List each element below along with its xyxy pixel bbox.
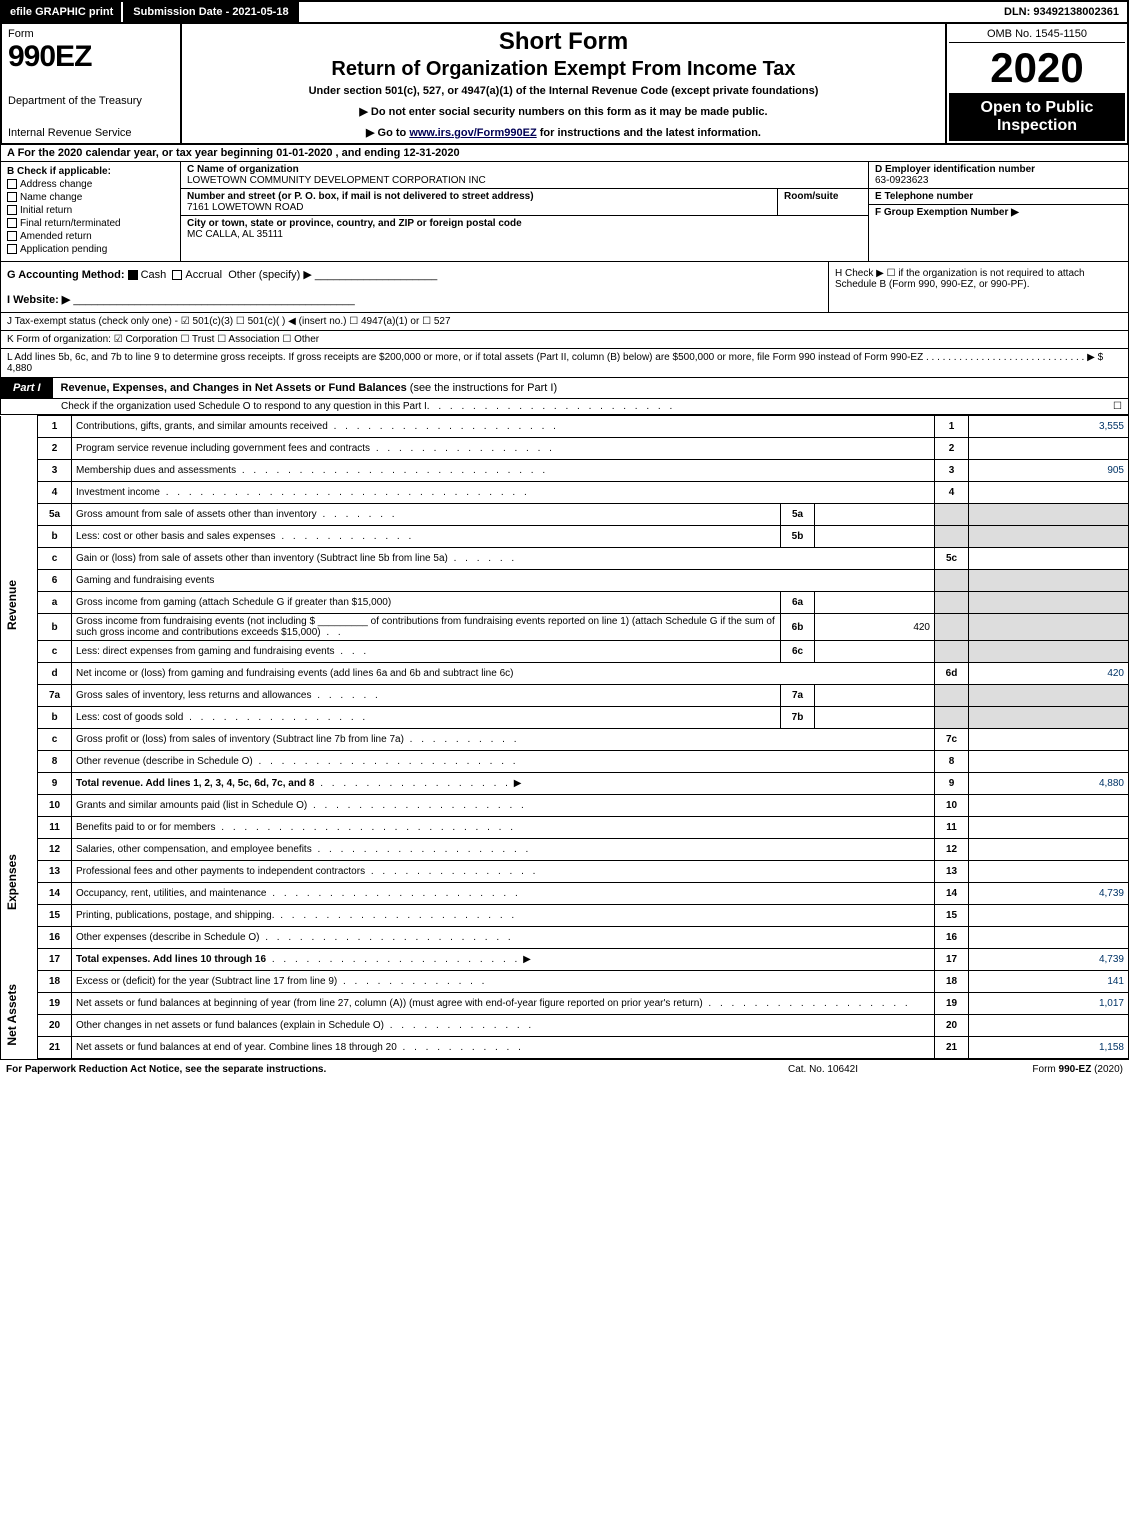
- col-d-ein: D Employer identification number 63-0923…: [868, 162, 1128, 261]
- header-left: Form 990EZ Department of the Treasury In…: [2, 24, 182, 143]
- subtitle: Under section 501(c), 527, or 4947(a)(1)…: [190, 85, 937, 97]
- group-label: F Group Exemption Number ▶: [875, 207, 1019, 218]
- footer-mid: Cat. No. 10642I: [723, 1064, 923, 1075]
- cb-amended-return[interactable]: Amended return: [7, 231, 174, 242]
- city-cell: City or town, state or province, country…: [181, 216, 868, 261]
- ssn-note: ▶ Do not enter social security numbers o…: [190, 105, 937, 118]
- col-c-org-info: C Name of organization LOWETOWN COMMUNIT…: [181, 162, 868, 261]
- form-header: Form 990EZ Department of the Treasury In…: [0, 24, 1129, 145]
- header-right: OMB No. 1545-1150 2020 Open to Public In…: [947, 24, 1127, 143]
- open-inspection: Open to Public Inspection: [949, 93, 1125, 141]
- part1-tag: Part I: [1, 378, 53, 398]
- spacer: [299, 2, 996, 22]
- part1-table: Revenue 1Contributions, gifts, grants, a…: [0, 415, 1129, 1059]
- goto-pre: ▶ Go to: [366, 127, 409, 139]
- row-g: G Accounting Method: Cash Accrual Other …: [1, 262, 828, 312]
- dept-line2: Internal Revenue Service: [8, 127, 174, 139]
- ein: 63-0923623: [875, 175, 928, 186]
- city: MC CALLA, AL 35111: [187, 229, 283, 240]
- goto-note: ▶ Go to www.irs.gov/Form990EZ for instru…: [190, 126, 937, 139]
- form-number: 990EZ: [8, 40, 174, 74]
- row-l: L Add lines 5b, 6c, and 7b to line 9 to …: [0, 349, 1129, 378]
- ein-cell: D Employer identification number 63-0923…: [869, 162, 1128, 189]
- cb-application-pending[interactable]: Application pending: [7, 244, 174, 255]
- row-l-val: 4,880: [7, 363, 32, 374]
- cb-name-change[interactable]: Name change: [7, 192, 174, 203]
- row-gh: G Accounting Method: Cash Accrual Other …: [0, 262, 1129, 313]
- org-name-label: C Name of organization: [187, 164, 299, 175]
- room-label: Room/suite: [784, 191, 838, 202]
- row-i: I Website: ▶: [7, 294, 70, 306]
- col-b-checkboxes: B Check if applicable: Address change Na…: [1, 162, 181, 261]
- phone-cell: E Telephone number: [869, 189, 1128, 205]
- dln: DLN: 93492138002361: [996, 2, 1127, 22]
- page-footer: For Paperwork Reduction Act Notice, see …: [0, 1059, 1129, 1079]
- org-name-cell: C Name of organization LOWETOWN COMMUNIT…: [181, 162, 868, 189]
- form-label: Form: [8, 28, 174, 40]
- footer-right: Form 990-EZ (2020): [923, 1064, 1123, 1075]
- row-k: K Form of organization: ☑ Corporation ☐ …: [0, 331, 1129, 349]
- g-label: G Accounting Method:: [7, 269, 125, 281]
- top-bar: efile GRAPHIC print Submission Date - 20…: [0, 0, 1129, 24]
- cb-initial-return[interactable]: Initial return: [7, 205, 174, 216]
- addr: 7161 LOWETOWN ROAD: [187, 202, 304, 213]
- omb-number: OMB No. 1545-1150: [949, 26, 1125, 43]
- goto-post: for instructions and the latest informat…: [537, 127, 761, 139]
- main-title: Return of Organization Exempt From Incom…: [190, 58, 937, 81]
- addr-label: Number and street (or P. O. box, if mail…: [187, 191, 534, 202]
- part1-check: Check if the organization used Schedule …: [0, 399, 1129, 415]
- row-l-text: L Add lines 5b, 6c, and 7b to line 9 to …: [7, 352, 1103, 363]
- section-revenue: Revenue: [5, 580, 19, 630]
- cb-cash[interactable]: [128, 270, 138, 280]
- irs-link[interactable]: www.irs.gov/Form990EZ: [409, 127, 536, 139]
- section-netassets: Net Assets: [5, 984, 19, 1046]
- group-cell: F Group Exemption Number ▶: [869, 205, 1128, 261]
- short-form-title: Short Form: [190, 28, 937, 56]
- city-label: City or town, state or province, country…: [187, 218, 522, 229]
- col-b-header: B Check if applicable:: [7, 166, 174, 177]
- cb-final-return[interactable]: Final return/terminated: [7, 218, 174, 229]
- tax-year: 2020: [949, 43, 1125, 93]
- submission-date: Submission Date - 2021-05-18: [123, 2, 298, 22]
- header-mid: Short Form Return of Organization Exempt…: [182, 24, 947, 143]
- phone-label: E Telephone number: [875, 191, 973, 202]
- cb-accrual[interactable]: [172, 270, 182, 280]
- org-name: LOWETOWN COMMUNITY DEVELOPMENT CORPORATI…: [187, 175, 486, 186]
- row-j: J Tax-exempt status (check only one) - ☑…: [0, 313, 1129, 331]
- row-h: H Check ▶ ☐ if the organization is not r…: [828, 262, 1128, 312]
- efile-print-button[interactable]: efile GRAPHIC print: [2, 2, 123, 22]
- part1-header: Part I Revenue, Expenses, and Changes in…: [0, 378, 1129, 399]
- dept-line1: Department of the Treasury: [8, 95, 174, 107]
- ein-label: D Employer identification number: [875, 164, 1035, 175]
- info-block: B Check if applicable: Address change Na…: [0, 162, 1129, 262]
- row-a-tax-year: A For the 2020 calendar year, or tax yea…: [0, 145, 1129, 162]
- cb-address-change[interactable]: Address change: [7, 179, 174, 190]
- part1-title: Revenue, Expenses, and Changes in Net As…: [53, 378, 1128, 398]
- section-expenses: Expenses: [5, 854, 19, 910]
- footer-left: For Paperwork Reduction Act Notice, see …: [6, 1064, 723, 1075]
